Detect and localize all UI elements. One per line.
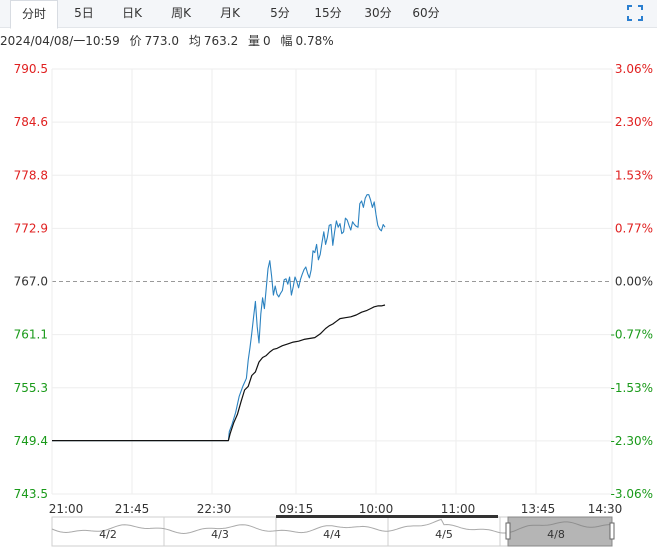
y-tick-label-price: 772.9 xyxy=(14,221,48,235)
navigator-date-label: 4/8 xyxy=(547,528,565,541)
y-tick-label-percent: -1.53% xyxy=(611,381,653,395)
tab-5-day[interactable]: 5日 xyxy=(74,6,94,20)
price-line xyxy=(52,194,386,442)
y-tick-label-price: 778.8 xyxy=(14,168,48,182)
x-tick-label: 13:45 xyxy=(521,502,556,516)
y-tick-label-percent: -0.77% xyxy=(611,328,653,342)
y-axis-left-price: 790.5 784.6 778.8 772.9 767.0 761.1 755.3 749.4… xyxy=(14,62,48,501)
tab-15-min[interactable]: 15分 xyxy=(314,6,342,20)
navigator-handle-right[interactable] xyxy=(609,522,615,540)
y-tick-label-percent: 0.77% xyxy=(615,221,653,235)
x-axis-time: 21:00 21:45 22:30 09:15 10:00 11:00 13:45 14:30 xyxy=(49,502,623,516)
tab-5-min[interactable]: 5分 xyxy=(270,6,290,20)
tab-intraday[interactable]: 分时 xyxy=(10,0,58,29)
avg-label: 均 xyxy=(188,34,201,48)
tab-60-min[interactable]: 60分 xyxy=(412,6,440,20)
volume-label: 量 xyxy=(248,34,261,48)
y-tick-label-percent: -2.30% xyxy=(611,434,653,448)
change-value: 0.78% xyxy=(295,34,334,48)
navigator-date-label: 4/4 xyxy=(323,528,341,541)
price-label: 价 xyxy=(129,34,142,48)
y-axis-right-percent: 3.06% 2.30% 1.53% 0.77% 0.00% -0.77% -1.53% -2.… xyxy=(611,62,653,501)
volume-value: 0 xyxy=(263,34,271,48)
quote-datetime: 2024/04/08/一10:59 xyxy=(0,34,120,48)
y-tick-label-price: 761.1 xyxy=(14,328,48,342)
period-tab-bar: 分时 5日 日K 周K 月K 5分 15分 30分 60分 xyxy=(0,0,657,29)
range-navigator[interactable]: 4/2 4/3 4/4 4/5 4/8 xyxy=(51,515,615,547)
y-tick-label-price: 784.6 xyxy=(14,115,48,129)
x-tick-label: 14:30 xyxy=(588,502,623,516)
tab-monthly-k[interactable]: 月K xyxy=(220,6,240,20)
x-tick-label: 10:00 xyxy=(359,502,394,516)
y-tick-label-percent: 2.30% xyxy=(615,115,653,129)
chart-grid xyxy=(51,68,613,495)
avg-value: 763.2 xyxy=(203,34,239,48)
fullscreen-icon[interactable] xyxy=(627,5,643,21)
tab-30-min[interactable]: 30分 xyxy=(364,6,392,20)
change-label: 幅 xyxy=(280,34,293,48)
y-tick-label-price: 767.0 xyxy=(14,275,48,289)
x-tick-label: 21:00 xyxy=(49,502,84,516)
tab-daily-k[interactable]: 日K xyxy=(122,6,142,20)
navigator-handle-left[interactable] xyxy=(505,522,511,540)
y-tick-label-percent: 3.06% xyxy=(615,62,653,76)
y-tick-label-price: 749.4 xyxy=(14,434,48,448)
price-value: 773.0 xyxy=(144,34,179,48)
y-tick-label-price: 790.5 xyxy=(14,62,48,76)
average-price-line xyxy=(52,304,386,442)
navigator-scroll-indicator xyxy=(276,515,498,518)
y-tick-label-price: 743.5 xyxy=(14,487,48,501)
x-tick-label: 11:00 xyxy=(441,502,476,516)
x-tick-label: 09:15 xyxy=(279,502,314,516)
navigator-date-label: 4/5 xyxy=(435,528,453,541)
navigator-date-label: 4/3 xyxy=(211,528,229,541)
navigator-selection[interactable] xyxy=(507,516,613,547)
navigator-date-label: 4/2 xyxy=(99,528,117,541)
y-tick-label-percent: 0.00% xyxy=(615,275,653,289)
x-tick-label: 21:45 xyxy=(115,502,150,516)
x-tick-label: 22:30 xyxy=(197,502,232,516)
chart-series xyxy=(52,194,386,442)
y-tick-label-price: 755.3 xyxy=(14,381,48,395)
y-tick-label-percent: -3.06% xyxy=(611,487,653,501)
y-tick-label-percent: 1.53% xyxy=(615,168,653,182)
tab-weekly-k[interactable]: 周K xyxy=(171,6,191,20)
